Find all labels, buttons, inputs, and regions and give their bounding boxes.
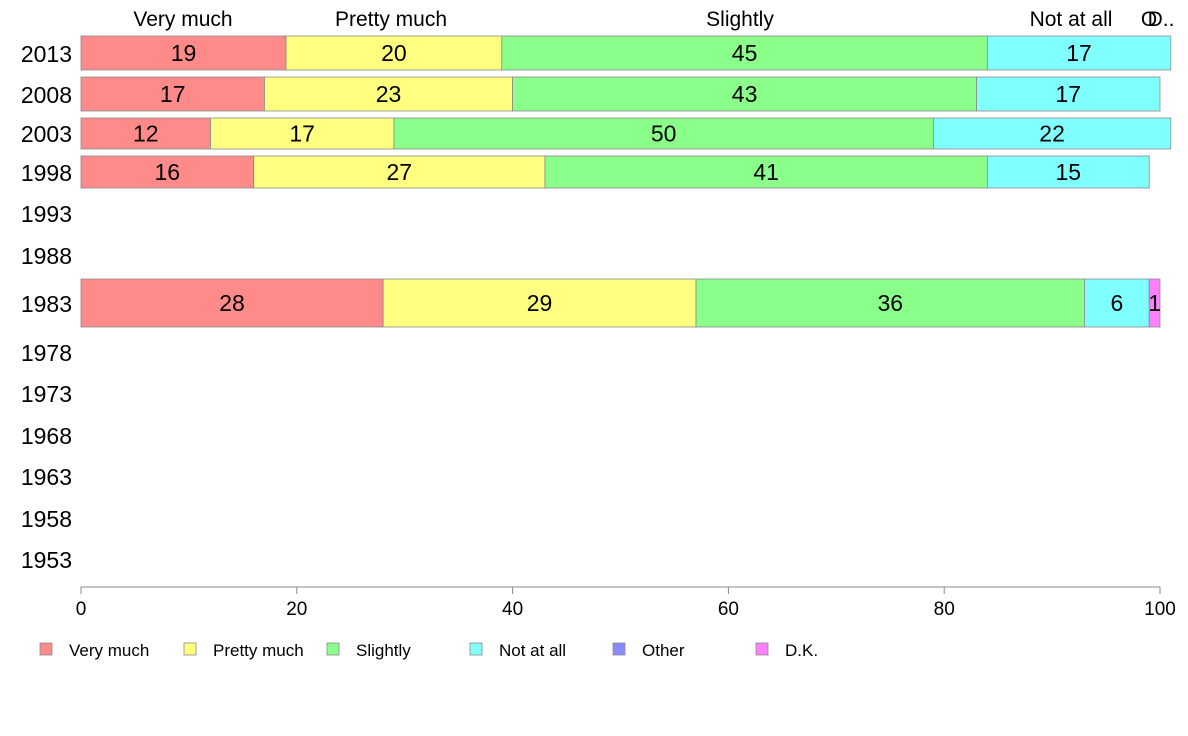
data-label-1998-pretty-much: 27: [387, 159, 413, 185]
year-label-2003: 2003: [21, 121, 72, 147]
year-label-1978: 1978: [21, 340, 72, 366]
x-tick-label-80: 80: [934, 599, 955, 620]
data-label-1998-slightly: 41: [753, 159, 779, 185]
data-label-2013-slightly: 45: [732, 40, 758, 66]
category-header-labels: Very much Pretty much Slightly Not at all OD…: [133, 8, 1174, 31]
header-label-d-k-: D..: [1148, 8, 1175, 31]
bar-segment-2013-pretty-much: [285, 35, 503, 71]
legend-swatch-very-much: [39, 642, 53, 656]
header-label-other: O: [1141, 8, 1157, 31]
x-tick-label-60: 60: [718, 599, 739, 620]
legend-swatch-d-k-: [755, 642, 769, 656]
year-label-1968: 1968: [21, 423, 72, 449]
bar-segment-2003-pretty-much: [210, 117, 395, 150]
data-label-2008-pretty-much: 23: [376, 81, 402, 107]
x-axis: 0 20 40 60 80 100: [76, 586, 1176, 620]
year-label-1998: 1998: [21, 160, 72, 186]
bar-segment-2003-not-at-all: [933, 117, 1172, 150]
bar-segment-2008-slightly: [512, 76, 977, 112]
bar-segment-2013-not-at-all: [986, 35, 1172, 71]
year-label-2013: 2013: [21, 41, 72, 67]
year-label-1983: 1983: [21, 291, 72, 317]
year-label-1958: 1958: [21, 506, 72, 532]
header-label-pretty-much: Pretty much: [335, 8, 447, 31]
bar-segment-2008-pretty-much: [264, 76, 513, 112]
year-label-2008: 2008: [21, 82, 72, 108]
data-label-2003-pretty-much: 17: [289, 121, 315, 147]
year-label-1963: 1963: [21, 464, 72, 490]
legend-label-other: Other: [642, 641, 685, 660]
legend-label-pretty-much: Pretty much: [213, 641, 304, 660]
data-label-2003-very-much: 12: [133, 121, 159, 147]
bar-segment-2003-slightly: [393, 117, 934, 150]
year-label-1953: 1953: [21, 547, 72, 573]
bar-segment-2008-very-much: [80, 76, 265, 112]
year-label-1993: 1993: [21, 201, 72, 227]
bar-segment-1998-pretty-much: [253, 155, 546, 189]
year-label-1988: 1988: [21, 243, 72, 269]
x-tick-label-40: 40: [502, 599, 523, 620]
data-label-1983-very-much: 28: [219, 290, 245, 316]
bar-segment-1983-pretty-much: [382, 278, 697, 328]
data-label-2003-slightly: 50: [651, 121, 677, 147]
year-label-1973: 1973: [21, 381, 72, 407]
x-tick-label-0: 0: [76, 599, 87, 620]
header-label-not-at-all: Not at all: [1030, 8, 1113, 31]
data-label-2008-not-at-all: 17: [1055, 81, 1081, 107]
data-label-1983-d-k-: 1: [1148, 290, 1161, 316]
x-tick-label-100: 100: [1144, 599, 1176, 620]
data-label-1983-slightly: 36: [877, 290, 903, 316]
legend-label-very-much: Very much: [69, 641, 149, 660]
data-label-1983-not-at-all: 6: [1110, 290, 1123, 316]
data-label-1998-not-at-all: 15: [1055, 159, 1081, 185]
x-tick-label-20: 20: [286, 599, 307, 620]
data-label-2013-very-much: 19: [171, 40, 197, 66]
bar-segment-1998-very-much: [80, 155, 255, 189]
bar-segment-1983-d-k-: [1148, 278, 1161, 328]
data-label-2013-not-at-all: 17: [1066, 40, 1092, 66]
header-label-slightly: Slightly: [706, 8, 774, 31]
data-label-2013-pretty-much: 20: [381, 40, 407, 66]
header-label-very-much: Very much: [133, 8, 232, 31]
legend-swatch-pretty-much: [183, 642, 197, 656]
legend-label-not-at-all: Not at all: [499, 641, 566, 660]
data-label-2008-very-much: 17: [160, 81, 186, 107]
bar-segment-2003-very-much: [80, 117, 211, 150]
legend-swatch-slightly: [326, 642, 340, 656]
bar-segment-2008-not-at-all: [976, 76, 1161, 112]
data-label-1998-very-much: 16: [155, 159, 181, 185]
data-label-1983-pretty-much: 29: [527, 290, 553, 316]
bar-segment-1983-slightly: [695, 278, 1085, 328]
legend-label-slightly: Slightly: [356, 641, 411, 660]
data-label-2003-not-at-all: 22: [1039, 121, 1065, 147]
legend-swatch-other: [612, 642, 626, 656]
data-label-2008-slightly: 43: [732, 81, 758, 107]
bar-segment-1998-slightly: [544, 155, 988, 189]
legend-swatch-not-at-all: [469, 642, 483, 656]
bar-segment-1998-not-at-all: [986, 155, 1150, 189]
legend: Very much Pretty much Slightly Not at all Ot…: [39, 641, 818, 660]
legend-label-d-k-: D.K.: [785, 641, 818, 660]
year-axis-labels: 2013 2008 2003 1998 1993 1988 1983 1978 1973 1968…: [21, 41, 72, 573]
